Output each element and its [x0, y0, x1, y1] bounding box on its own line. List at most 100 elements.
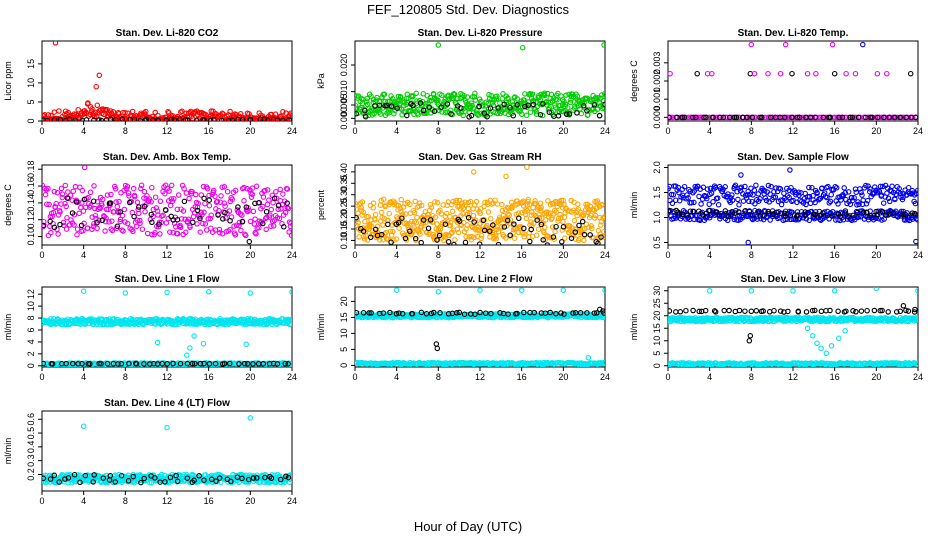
outlier-point	[831, 288, 838, 294]
data-point-all	[365, 213, 371, 220]
data-point-all	[356, 234, 362, 240]
data-point-hourly	[189, 360, 196, 367]
data-point-all	[174, 206, 181, 213]
data-point-all	[270, 199, 276, 206]
data-point-all	[267, 212, 273, 218]
data-point-hourly	[757, 114, 763, 121]
data-point-hourly	[871, 307, 878, 314]
data-point-hourly	[874, 211, 880, 218]
data-point-all	[571, 105, 578, 111]
data-point-hourly	[703, 210, 710, 217]
data-point-hourly	[481, 110, 488, 116]
data-point-all	[377, 237, 383, 243]
x-tick-label: 16	[830, 126, 840, 136]
data-point-all	[256, 224, 262, 231]
data-point-all	[380, 196, 387, 203]
data-point-hourly	[263, 209, 270, 215]
data-point-all	[288, 220, 292, 226]
outlier-point	[765, 70, 771, 77]
data-point-all	[230, 112, 237, 119]
data-point-hourly	[271, 195, 278, 201]
data-point-all	[201, 209, 207, 216]
data-point-all	[116, 198, 122, 205]
data-point-hourly	[858, 308, 865, 314]
data-point-hourly	[912, 210, 918, 217]
data-point-hourly	[717, 114, 723, 121]
outlier-point	[560, 287, 567, 293]
x-tick-label: 24	[600, 126, 610, 136]
data-point-hourly	[572, 229, 579, 235]
data-point-all	[124, 183, 131, 190]
outlier-point	[289, 289, 292, 295]
data-point-all	[71, 222, 77, 228]
data-point-upper	[746, 198, 752, 205]
data-point-hourly	[900, 211, 906, 218]
outlier-point	[435, 289, 442, 295]
x-tick-label: 0	[665, 126, 670, 136]
points	[42, 165, 292, 245]
data-point-all	[499, 95, 506, 102]
data-point-upper	[751, 187, 758, 194]
data-point-hourly	[393, 311, 400, 317]
data-point-all	[213, 199, 220, 205]
data-point-all	[136, 210, 142, 217]
data-point-hourly	[362, 107, 368, 114]
data-point-hourly	[864, 307, 870, 314]
data-point-hourly	[185, 117, 191, 121]
data-point-all	[408, 218, 415, 225]
data-point-all	[601, 91, 605, 97]
data-point-hourly	[451, 241, 457, 245]
data-point-band	[782, 216, 788, 223]
data-point-all	[91, 220, 97, 227]
data-point-all	[562, 103, 568, 110]
data-point-all	[252, 230, 258, 236]
data-point-hourly	[587, 232, 593, 238]
data-point-upper	[696, 193, 702, 200]
x-tick-label: 4	[707, 372, 712, 382]
data-point-hourly	[236, 361, 242, 367]
data-point-all	[381, 231, 388, 237]
data-point-hourly	[197, 215, 203, 222]
y-tick-label: 0.020	[339, 54, 349, 77]
data-point-hourly	[117, 209, 123, 215]
data-point-hourly	[274, 361, 281, 367]
data-point-all	[422, 100, 429, 107]
y-tick-label: 2	[26, 351, 36, 356]
outlier-point	[814, 340, 820, 347]
x-tick-label: 12	[162, 126, 172, 136]
x-tick-label: 0	[39, 126, 44, 136]
data-point-all	[355, 216, 360, 223]
data-point-upper	[670, 192, 677, 198]
data-point-upper	[676, 189, 682, 196]
data-point-hourly	[471, 219, 477, 225]
data-point-all	[560, 197, 566, 204]
outlier-point	[852, 70, 859, 77]
data-point-hourly	[507, 104, 513, 111]
outlier-point	[706, 288, 713, 294]
data-point-hourly	[95, 117, 102, 121]
data-point-hourly	[197, 360, 204, 367]
data-point-all	[362, 110, 368, 116]
data-point-all	[364, 101, 371, 108]
y-tick-label: 0.25	[339, 197, 349, 215]
outlier-point	[874, 70, 881, 77]
data-point-all	[439, 92, 445, 98]
data-point-all	[126, 193, 132, 199]
data-point-all	[526, 91, 532, 98]
data-point-hourly	[596, 113, 603, 119]
data-point-hourly	[748, 308, 755, 315]
data-point-hourly	[286, 117, 292, 121]
data-point-hourly	[595, 240, 601, 245]
data-point-hourly	[458, 105, 464, 111]
data-point-all	[478, 232, 485, 239]
data-point-hourly	[430, 309, 437, 316]
data-point-all	[554, 97, 560, 103]
data-point-hourly	[378, 231, 385, 238]
data-point-upper	[864, 197, 871, 204]
data-point-all	[411, 209, 418, 216]
data-point-hourly	[756, 208, 762, 214]
y-tick-label: 20	[339, 296, 349, 306]
data-point-all	[467, 198, 474, 205]
y-tick-label: 0.35	[339, 175, 349, 193]
